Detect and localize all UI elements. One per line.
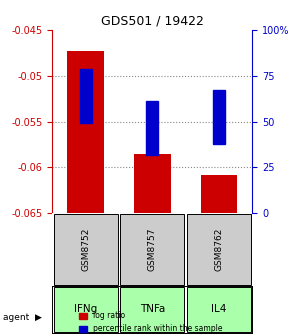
Legend: log ratio, percentile rank within the sample: log ratio, percentile rank within the sa… <box>77 309 225 336</box>
Bar <box>134 154 171 213</box>
FancyBboxPatch shape <box>120 214 184 285</box>
Text: IFNg: IFNg <box>74 304 97 314</box>
FancyBboxPatch shape <box>54 214 117 285</box>
FancyBboxPatch shape <box>120 287 184 332</box>
Bar <box>79 69 92 123</box>
Text: IL4: IL4 <box>211 304 227 314</box>
Bar <box>201 175 237 213</box>
Text: agent  ▶: agent ▶ <box>3 313 42 322</box>
Bar <box>67 51 104 213</box>
Bar <box>213 90 225 144</box>
FancyBboxPatch shape <box>187 287 251 332</box>
Text: GSM8757: GSM8757 <box>148 228 157 271</box>
Text: TNFa: TNFa <box>139 304 165 314</box>
Bar <box>146 100 158 156</box>
Text: GSM8762: GSM8762 <box>214 228 224 271</box>
Title: GDS501 / 19422: GDS501 / 19422 <box>101 15 204 28</box>
Text: GSM8752: GSM8752 <box>81 228 90 271</box>
FancyBboxPatch shape <box>187 214 251 285</box>
FancyBboxPatch shape <box>54 287 117 332</box>
